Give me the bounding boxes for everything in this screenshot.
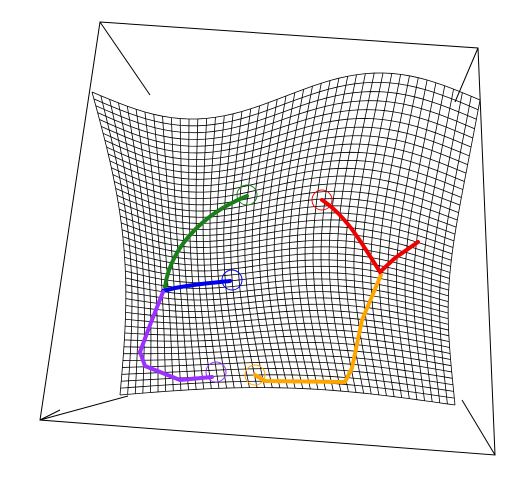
mesh-line: [108, 151, 465, 182]
mesh-line: [328, 74, 357, 392]
mesh-line: [121, 367, 454, 386]
mesh-line: [447, 99, 481, 406]
axis-arrow: [39, 409, 61, 421]
mesh-line: [125, 270, 449, 297]
mesh-line: [304, 80, 331, 390]
mesh-line: [404, 82, 437, 400]
orange-start: [244, 364, 266, 386]
box-edge: [99, 21, 151, 96]
mesh-line: [125, 322, 450, 343]
mesh-line: [289, 86, 313, 390]
mesh-line: [123, 250, 450, 279]
blue-path: [161, 279, 232, 293]
red-start: [311, 189, 333, 211]
green-path: [163, 194, 249, 289]
mesh-line: [439, 96, 472, 404]
mesh-line: [320, 76, 349, 392]
mesh-line: [353, 72, 384, 395]
mesh-line: [93, 81, 479, 127]
mesh-line: [122, 361, 453, 379]
mesh-line: [336, 73, 366, 393]
purple-path: [138, 290, 214, 382]
mesh-line: [125, 316, 449, 337]
orange-path: [253, 273, 383, 384]
green-start: [236, 184, 258, 206]
mesh-line: [370, 74, 402, 396]
mesh-line: [273, 92, 296, 389]
mesh-line: [125, 297, 449, 320]
box-edge: [454, 47, 479, 103]
mesh-line: [361, 73, 393, 395]
mesh-line: [122, 355, 452, 373]
mesh-line: [115, 188, 458, 221]
mesh-line: [387, 77, 419, 398]
mesh-line: [281, 89, 305, 389]
mesh-line: [125, 310, 449, 331]
mesh-line: [396, 79, 428, 399]
mesh-line: [378, 75, 410, 397]
trajectories: [138, 184, 420, 386]
mesh-line: [345, 72, 375, 394]
blue-start: [221, 269, 243, 291]
bounding-box: [39, 21, 496, 456]
mesh-line: [124, 335, 451, 354]
mesh-line: [125, 277, 449, 303]
box-edge: [39, 395, 129, 421]
mesh-line: [91, 91, 127, 396]
mesh-line: [413, 85, 446, 401]
mesh-line: [124, 329, 450, 348]
surface-mesh: [91, 72, 481, 406]
mesh-line: [123, 348, 452, 367]
mesh-line: [123, 342, 451, 360]
mesh-line: [312, 78, 340, 391]
mesh-line: [421, 88, 454, 402]
mesh-line: [430, 92, 463, 403]
red-path: [320, 198, 420, 274]
mesh-line: [230, 111, 250, 388]
purple-start: [205, 361, 227, 383]
mesh-line: [296, 83, 322, 390]
mesh-line: [125, 303, 449, 325]
mesh-line: [125, 291, 449, 314]
mesh-line: [266, 95, 288, 389]
mesh-line: [125, 284, 449, 308]
box-edge: [461, 399, 496, 456]
mesh-line: [123, 243, 451, 273]
mesh-line: [119, 387, 456, 406]
